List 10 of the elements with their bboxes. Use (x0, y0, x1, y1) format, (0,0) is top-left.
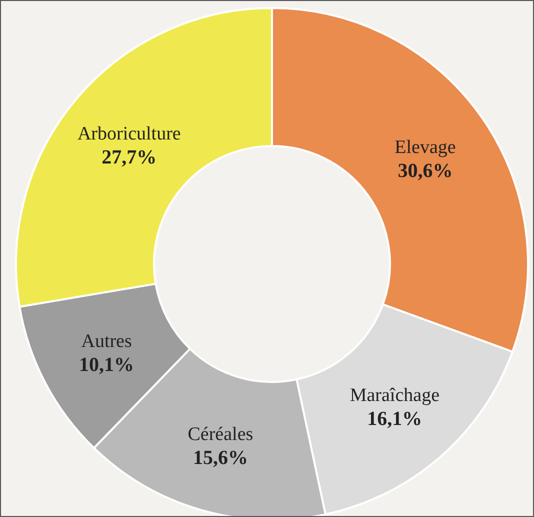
slice-label: Autres (81, 331, 132, 352)
slice-label: Arboriculture (77, 123, 181, 144)
data-label: 15,6% (192, 446, 248, 469)
data-label: 27,7% (102, 146, 157, 168)
slice-label: Elevage (394, 136, 456, 158)
slice-label: Céréales (188, 424, 254, 445)
slice-label: Maraîchage (350, 385, 440, 406)
data-label: 16,1% (367, 408, 422, 430)
data-label: 10,1% (79, 354, 134, 376)
data-label: 30,6% (398, 160, 453, 182)
